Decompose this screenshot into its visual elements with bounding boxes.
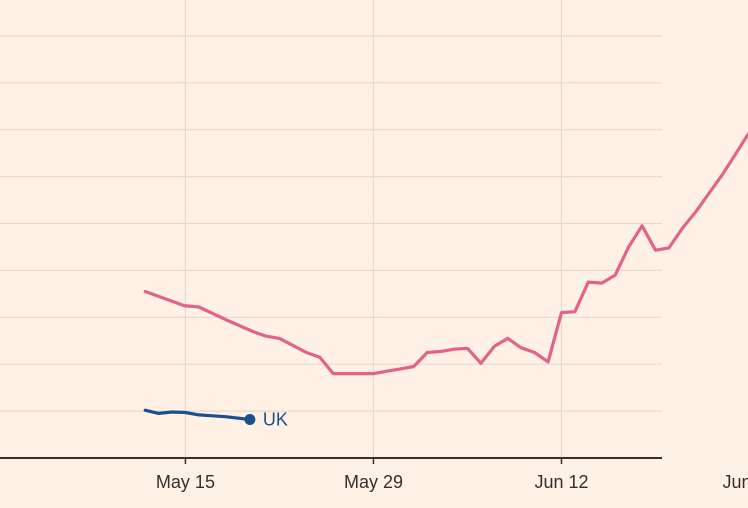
x-tick-label-1: May 29 (344, 472, 403, 492)
x-tick-label-0: May 15 (156, 472, 215, 492)
series-label-uk: UK (263, 410, 288, 430)
x-axis: May 15 May 29 Jun 12 Jun 26 (0, 457, 748, 492)
series-line-france (143, 131, 748, 376)
series-line-uk (143, 408, 252, 422)
series-labels: FranceUK (244, 410, 288, 430)
gridlines (0, 0, 662, 458)
x-tick-label-3: Jun 26 (722, 472, 748, 492)
x-tick-label-2: Jun 12 (534, 472, 588, 492)
series-lines (143, 131, 748, 422)
endpoint-marker-uk (244, 414, 256, 426)
